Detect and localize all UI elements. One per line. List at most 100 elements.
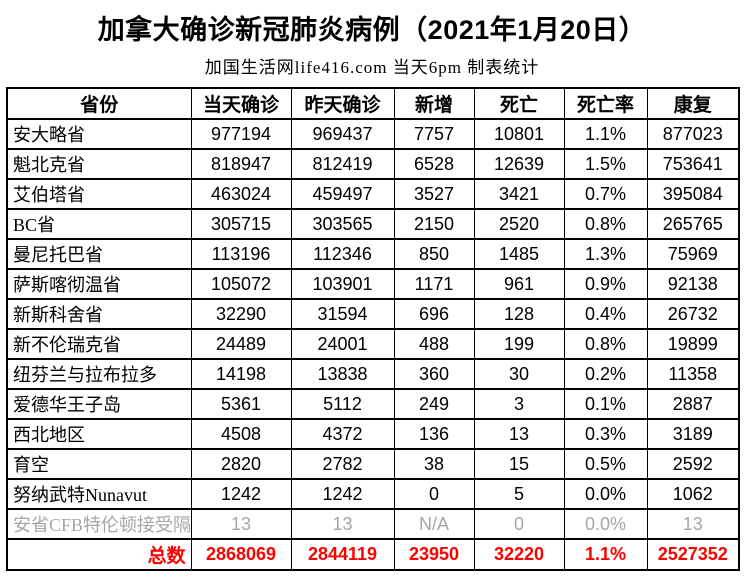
death-rate-cell: 0.8% xyxy=(563,208,648,240)
new-cases-cell: 7757 xyxy=(393,118,475,150)
table-row: 曼尼托巴省 113196 112346 850 1485 1.3% 75969 xyxy=(6,238,740,270)
recovered-cell: 75969 xyxy=(646,238,740,270)
new-cases-cell: 696 xyxy=(393,298,475,330)
deaths-cell: 961 xyxy=(473,268,565,300)
death-rate-cell: 1.3% xyxy=(563,238,648,270)
table-row: 纽芬兰与拉布拉多 14198 13838 360 30 0.2% 11358 xyxy=(6,358,740,390)
recovered-cell: 3189 xyxy=(646,418,740,450)
yesterday-confirmed-cell: 969437 xyxy=(290,118,395,150)
column-header-death-rate: 死亡率 xyxy=(563,87,648,120)
recovered-cell: 13 xyxy=(646,508,740,540)
province-cell: 曼尼托巴省 xyxy=(6,238,192,270)
total-row: 总数 2868069 2844119 23950 32220 1.1% 2527352 xyxy=(6,538,740,571)
province-cell: 新斯科舍省 xyxy=(6,298,192,330)
today-confirmed-cell: 2820 xyxy=(190,448,292,480)
death-rate-cell: 0.4% xyxy=(563,298,648,330)
today-confirmed-cell: 463024 xyxy=(190,178,292,210)
table-header-row: 省份 当天确诊 昨天确诊 新增 死亡 死亡率 康复 xyxy=(6,87,740,120)
yesterday-confirmed-cell: 2782 xyxy=(290,448,395,480)
table-row: 爱德华王子岛 5361 5112 249 3 0.1% 2887 xyxy=(6,388,740,420)
province-cell: 艾伯塔省 xyxy=(6,178,192,210)
province-cell: 育空 xyxy=(6,448,192,480)
table-row: 努纳武特Nunavut 1242 1242 0 5 0.0% 1062 xyxy=(6,478,740,510)
death-rate-cell: 1.5% xyxy=(563,148,648,180)
deaths-cell: 3421 xyxy=(473,178,565,210)
yesterday-confirmed-cell: 103901 xyxy=(290,268,395,300)
deaths-cell: 5 xyxy=(473,478,565,510)
today-confirmed-cell: 5361 xyxy=(190,388,292,420)
today-confirmed-cell: 14198 xyxy=(190,358,292,390)
deaths-cell: 30 xyxy=(473,358,565,390)
deaths-cell: 32220 xyxy=(473,538,565,571)
new-cases-cell: 0 xyxy=(393,478,475,510)
table-row: 新不伦瑞克省 24489 24001 488 199 0.8% 19899 xyxy=(6,328,740,360)
page-subtitle: 加国生活网life416.com 当天6pm 制表统计 xyxy=(204,58,540,77)
yesterday-confirmed-cell: 31594 xyxy=(290,298,395,330)
column-header-today-confirmed: 当天确诊 xyxy=(190,87,292,120)
recovered-cell: 265765 xyxy=(646,208,740,240)
deaths-cell: 15 xyxy=(473,448,565,480)
province-cell: 魁北克省 xyxy=(6,148,192,180)
table-row: 艾伯塔省 463024 459497 3527 3421 0.7% 395084 xyxy=(6,178,740,210)
new-cases-cell: 2150 xyxy=(393,208,475,240)
province-cell: 安大略省 xyxy=(6,118,192,150)
recovered-cell: 1062 xyxy=(646,478,740,510)
deaths-cell: 2520 xyxy=(473,208,565,240)
new-cases-cell: 360 xyxy=(393,358,475,390)
yesterday-confirmed-cell: 2844119 xyxy=(290,538,395,571)
new-cases-cell: 38 xyxy=(393,448,475,480)
recovered-cell: 753641 xyxy=(646,148,740,180)
today-confirmed-cell: 32290 xyxy=(190,298,292,330)
today-confirmed-cell: 13 xyxy=(190,508,292,540)
covid-cases-table: 省份 当天确诊 昨天确诊 新增 死亡 死亡率 康复 安大略省 977194 9694… xyxy=(6,87,740,571)
province-cell: BC省 xyxy=(6,208,192,240)
deaths-cell: 1485 xyxy=(473,238,565,270)
death-rate-cell: 1.1% xyxy=(563,538,648,571)
death-rate-cell: 0.7% xyxy=(563,178,648,210)
deaths-cell: 10801 xyxy=(473,118,565,150)
table-row: BC省 305715 303565 2150 2520 0.8% 265765 xyxy=(6,208,740,240)
recovered-cell: 395084 xyxy=(646,178,740,210)
table-row: 魁北克省 818947 812419 6528 12639 1.5% 753641 xyxy=(6,148,740,180)
recovered-cell: 2527352 xyxy=(646,538,740,571)
today-confirmed-cell: 105072 xyxy=(190,268,292,300)
recovered-cell: 11358 xyxy=(646,358,740,390)
today-confirmed-cell: 977194 xyxy=(190,118,292,150)
province-cell: 安省CFB特伦顿接受隔离 xyxy=(6,508,192,540)
yesterday-confirmed-cell: 812419 xyxy=(290,148,395,180)
yesterday-confirmed-cell: 459497 xyxy=(290,178,395,210)
province-cell: 爱德华王子岛 xyxy=(6,388,192,420)
province-cell: 努纳武特Nunavut xyxy=(6,478,192,510)
yesterday-confirmed-cell: 4372 xyxy=(290,418,395,450)
new-cases-cell: 6528 xyxy=(393,148,475,180)
province-cell: 西北地区 xyxy=(6,418,192,450)
death-rate-cell: 0.1% xyxy=(563,388,648,420)
column-header-province: 省份 xyxy=(6,87,192,120)
new-cases-cell: 249 xyxy=(393,388,475,420)
recovered-cell: 2592 xyxy=(646,448,740,480)
new-cases-cell: N/A xyxy=(393,508,475,540)
page-title: 加拿大确诊新冠肺炎病例（2021年1月20日） xyxy=(97,15,647,45)
new-cases-cell: 136 xyxy=(393,418,475,450)
table-row: 安大略省 977194 969437 7757 10801 1.1% 877023 xyxy=(6,118,740,150)
new-cases-cell: 3527 xyxy=(393,178,475,210)
province-cell: 萨斯喀彻温省 xyxy=(6,268,192,300)
yesterday-confirmed-cell: 13838 xyxy=(290,358,395,390)
death-rate-cell: 0.5% xyxy=(563,448,648,480)
deaths-cell: 128 xyxy=(473,298,565,330)
today-confirmed-cell: 113196 xyxy=(190,238,292,270)
province-cell: 纽芬兰与拉布拉多 xyxy=(6,358,192,390)
death-rate-cell: 0.9% xyxy=(563,268,648,300)
table-body: 安大略省 977194 969437 7757 10801 1.1% 877023 魁北克省 8… xyxy=(6,118,740,571)
today-confirmed-cell: 24489 xyxy=(190,328,292,360)
death-rate-cell: 0.3% xyxy=(563,418,648,450)
table-row: 萨斯喀彻温省 105072 103901 1171 961 0.9% 92138 xyxy=(6,268,740,300)
today-confirmed-cell: 4508 xyxy=(190,418,292,450)
deaths-cell: 0 xyxy=(473,508,565,540)
recovered-cell: 19899 xyxy=(646,328,740,360)
yesterday-confirmed-cell: 112346 xyxy=(290,238,395,270)
today-confirmed-cell: 2868069 xyxy=(190,538,292,571)
today-confirmed-cell: 818947 xyxy=(190,148,292,180)
recovered-cell: 877023 xyxy=(646,118,740,150)
